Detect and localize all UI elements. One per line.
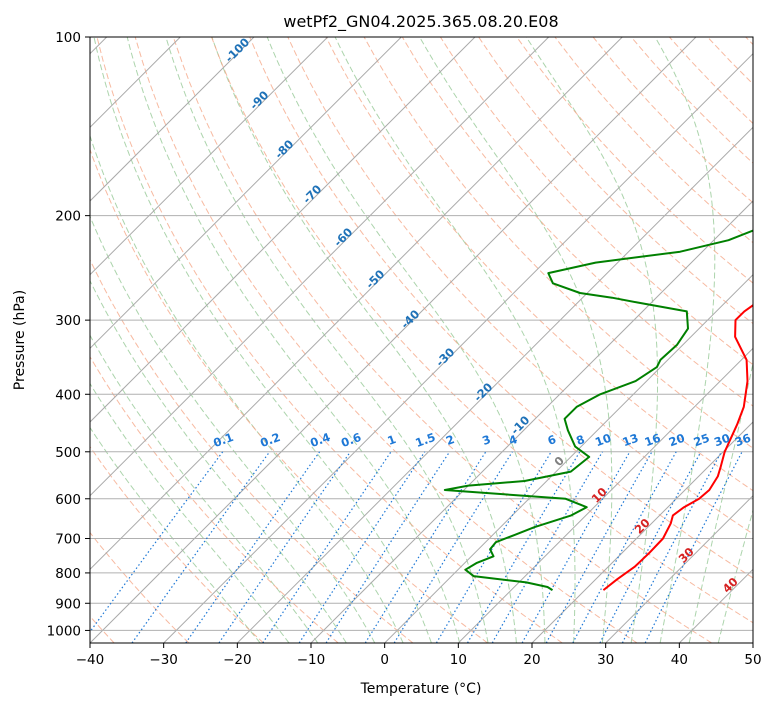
mixing-ratio-label: 0.4 xyxy=(308,430,332,450)
dry-adiabat-line xyxy=(90,531,190,643)
mixing-ratio-line xyxy=(521,451,631,643)
dry-adiabat-line xyxy=(211,37,753,624)
isotherm-line xyxy=(384,273,753,643)
mixing-ratio-label: 10 xyxy=(593,431,613,450)
moist-adiabat-line xyxy=(126,37,461,643)
isotherm-line xyxy=(163,52,753,643)
moist-adiabat-line xyxy=(90,382,290,643)
dry-adiabat-line xyxy=(90,445,264,643)
isotherm-line xyxy=(531,421,753,643)
y-tick-label: 600 xyxy=(55,492,81,508)
mixing-ratio-line xyxy=(298,451,426,643)
x-tick-label: 50 xyxy=(744,652,761,668)
temperature-profile-line xyxy=(602,304,753,591)
isotherm-line xyxy=(90,37,329,276)
mixing-ratio-line xyxy=(644,451,743,643)
moist-adiabat-line xyxy=(93,37,432,643)
moist-adiabat-line xyxy=(90,334,319,643)
x-axis-label: Temperature (°C) xyxy=(360,681,482,697)
dewpoint-profile-line xyxy=(443,229,753,591)
x-axis-ticks: −40 −30 −20 −10 0 10 20 30 40 50 xyxy=(76,643,762,668)
mixing-ratio-label: 20 xyxy=(667,431,687,450)
moist-adiabat-line xyxy=(266,37,546,643)
mixing-ratio-line xyxy=(90,451,224,633)
dry-adiabat-line xyxy=(401,37,753,407)
isotherm-line xyxy=(90,37,623,571)
x-tick-label: 40 xyxy=(671,652,688,668)
mixing-ratio-line xyxy=(545,451,653,643)
dry-adiabat-line xyxy=(96,37,563,643)
x-tick-label: −20 xyxy=(223,652,252,668)
moist-adiabat-line xyxy=(419,37,613,643)
isotherm-line xyxy=(90,37,255,202)
mixing-ratio-label: 0.2 xyxy=(258,430,282,450)
moist-adiabat-line xyxy=(334,37,576,643)
y-tick-label: 800 xyxy=(55,566,81,582)
y-tick-label: 200 xyxy=(55,209,81,225)
moist-adiabat-line xyxy=(525,37,659,643)
moist-adiabat-line xyxy=(90,215,376,643)
dry-adiabat-line xyxy=(249,37,753,579)
mixing-ratio-label: 30 xyxy=(712,431,732,450)
x-tick-label: 10 xyxy=(450,652,467,668)
mixing-ratio-line xyxy=(599,451,702,643)
y-axis-label: Pressure (hPa) xyxy=(12,290,28,390)
isotherm-line xyxy=(90,37,476,423)
moist-adiabat-line xyxy=(90,134,404,643)
y-axis-ticks: 100 200 300 400 500 600 700 800 900 1000 xyxy=(47,30,90,639)
x-tick-label: −10 xyxy=(297,652,326,668)
dry-adiabat-line xyxy=(90,355,339,643)
moist-adiabat-line xyxy=(90,426,261,643)
dry-adiabat-line xyxy=(516,37,753,284)
mixing-ratio-line xyxy=(364,451,487,643)
x-tick-label: 20 xyxy=(523,652,540,668)
isotherm-line xyxy=(90,37,697,643)
mixing-ratio-line xyxy=(262,451,392,643)
mixing-ratio-line xyxy=(185,451,321,643)
chart-title: wetPf2_GN04.2025.365.08.20.E08 xyxy=(283,12,558,32)
x-tick-label: −30 xyxy=(149,652,178,668)
mixing-ratio-lines xyxy=(90,451,743,643)
y-tick-label: 500 xyxy=(55,445,81,461)
isotherm-line xyxy=(90,37,550,497)
x-tick-label: −40 xyxy=(76,652,105,668)
isotherm-line xyxy=(236,126,753,643)
y-tick-label: 300 xyxy=(55,313,81,329)
pressure-gridlines xyxy=(90,37,753,631)
isotherm-line xyxy=(90,37,402,350)
mixing-ratio-label: 25 xyxy=(692,431,712,450)
y-tick-label: 900 xyxy=(55,596,81,612)
mixing-ratio-label: 0.1 xyxy=(211,430,235,450)
mixing-ratio-label: 16 xyxy=(643,431,663,450)
plot-frame xyxy=(89,36,754,644)
isotherm-line xyxy=(457,347,753,643)
x-tick-label: 30 xyxy=(597,652,614,668)
plot-area: -100-90-80-70-60-50-40-30-20-10010203040… xyxy=(90,37,753,643)
profile-series xyxy=(443,229,753,591)
mixing-ratio-line xyxy=(325,451,451,643)
mixing-ratio-line xyxy=(572,451,677,643)
mixing-ratio-label: 0.6 xyxy=(339,430,363,450)
mixing-ratio-line xyxy=(131,451,271,643)
x-tick-label: 0 xyxy=(380,652,389,668)
y-tick-label: 700 xyxy=(55,532,81,548)
y-tick-label: 100 xyxy=(55,30,81,46)
moist-adiabat-line xyxy=(654,37,716,643)
mixing-ratio-label: 36 xyxy=(733,431,753,450)
dry-adiabat-line xyxy=(439,37,753,366)
skewed-isotherms xyxy=(90,37,753,643)
mixing-ratio-label: 13 xyxy=(621,431,641,450)
dry-adiabat-line xyxy=(134,37,638,643)
moist-adiabat-line xyxy=(211,37,517,643)
y-tick-label: 400 xyxy=(55,387,81,403)
mixing-ratio-line xyxy=(218,451,351,643)
isotherm-line xyxy=(310,200,753,643)
mixing-ratio-label: 1.5 xyxy=(413,430,437,450)
isotherm-line xyxy=(605,494,753,643)
dry-adiabat-line xyxy=(90,148,488,643)
y-tick-label: 1000 xyxy=(47,623,81,639)
